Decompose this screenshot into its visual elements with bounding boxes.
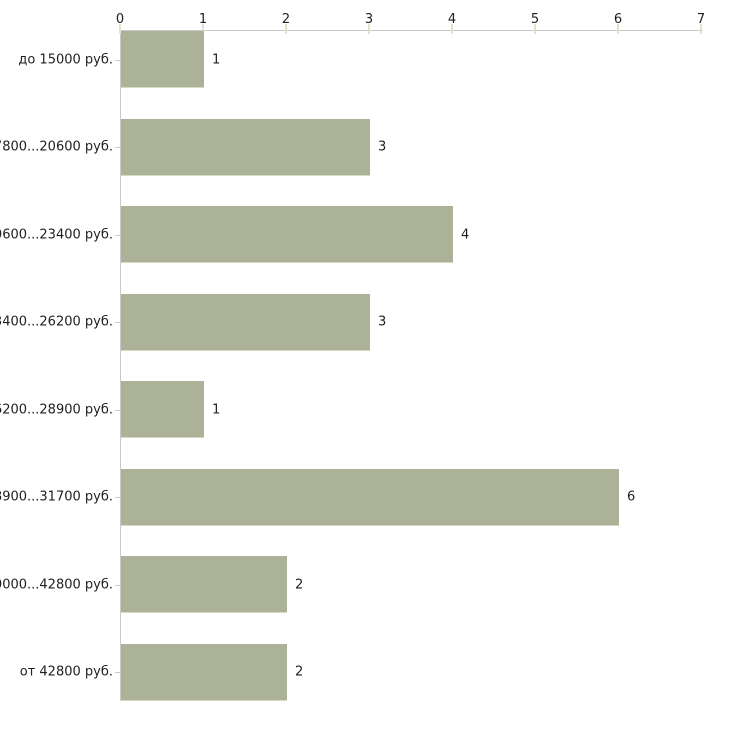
category-tick-mark xyxy=(115,672,120,673)
category-label: 26200...28900 руб. xyxy=(0,402,113,417)
value-label: 2 xyxy=(295,577,304,592)
category-label: 40000...42800 руб. xyxy=(0,577,113,592)
value-label: 6 xyxy=(627,489,636,505)
x-axis-tick-label: 3 xyxy=(364,12,374,27)
bar xyxy=(121,381,204,438)
x-axis-tick xyxy=(451,24,453,34)
x-axis-tick-label: 4 xyxy=(447,12,457,27)
category-tick-mark xyxy=(115,147,120,148)
category-label: до 15000 руб. xyxy=(18,52,113,67)
bar xyxy=(121,556,287,613)
y-axis-line xyxy=(120,30,121,701)
category-label: 20600...23400 руб. xyxy=(0,227,113,242)
x-axis-tick-label: 1 xyxy=(198,12,208,27)
x-axis-line xyxy=(120,30,703,31)
x-axis-tick xyxy=(285,24,287,34)
category-label: от 42800 руб. xyxy=(19,664,113,680)
bar xyxy=(121,206,453,263)
bar xyxy=(121,118,370,176)
x-axis-tick xyxy=(119,24,121,34)
x-axis-tick xyxy=(700,24,702,34)
value-label: 1 xyxy=(212,402,221,417)
x-axis-tick xyxy=(202,24,204,34)
x-axis-tick-label: 5 xyxy=(530,12,540,27)
bar xyxy=(121,31,204,88)
bar xyxy=(121,468,619,526)
x-axis-tick-label: 7 xyxy=(696,12,706,27)
category-label: 23400...26200 руб. xyxy=(0,314,113,330)
category-tick-mark xyxy=(115,322,120,323)
value-label: 3 xyxy=(378,314,387,330)
category-label: 28900...31700 руб. xyxy=(0,489,113,505)
x-axis-tick-label: 0 xyxy=(115,12,125,27)
category-label: 17800...20600 руб. xyxy=(0,139,113,155)
category-tick-mark xyxy=(115,60,120,61)
x-axis-tick xyxy=(368,24,370,34)
value-label: 3 xyxy=(378,139,387,155)
category-tick-mark xyxy=(115,497,120,498)
category-tick-mark xyxy=(115,235,120,236)
category-tick-mark xyxy=(115,585,120,586)
value-label: 2 xyxy=(295,664,304,680)
x-axis-tick-label: 6 xyxy=(613,12,623,27)
value-label: 1 xyxy=(212,52,221,67)
x-axis-tick xyxy=(617,24,619,34)
category-tick-mark xyxy=(115,410,120,411)
bar xyxy=(121,293,370,351)
x-axis-tick xyxy=(534,24,536,34)
x-axis-tick-label: 2 xyxy=(281,12,291,27)
bar xyxy=(121,643,287,701)
value-label: 4 xyxy=(461,227,470,242)
